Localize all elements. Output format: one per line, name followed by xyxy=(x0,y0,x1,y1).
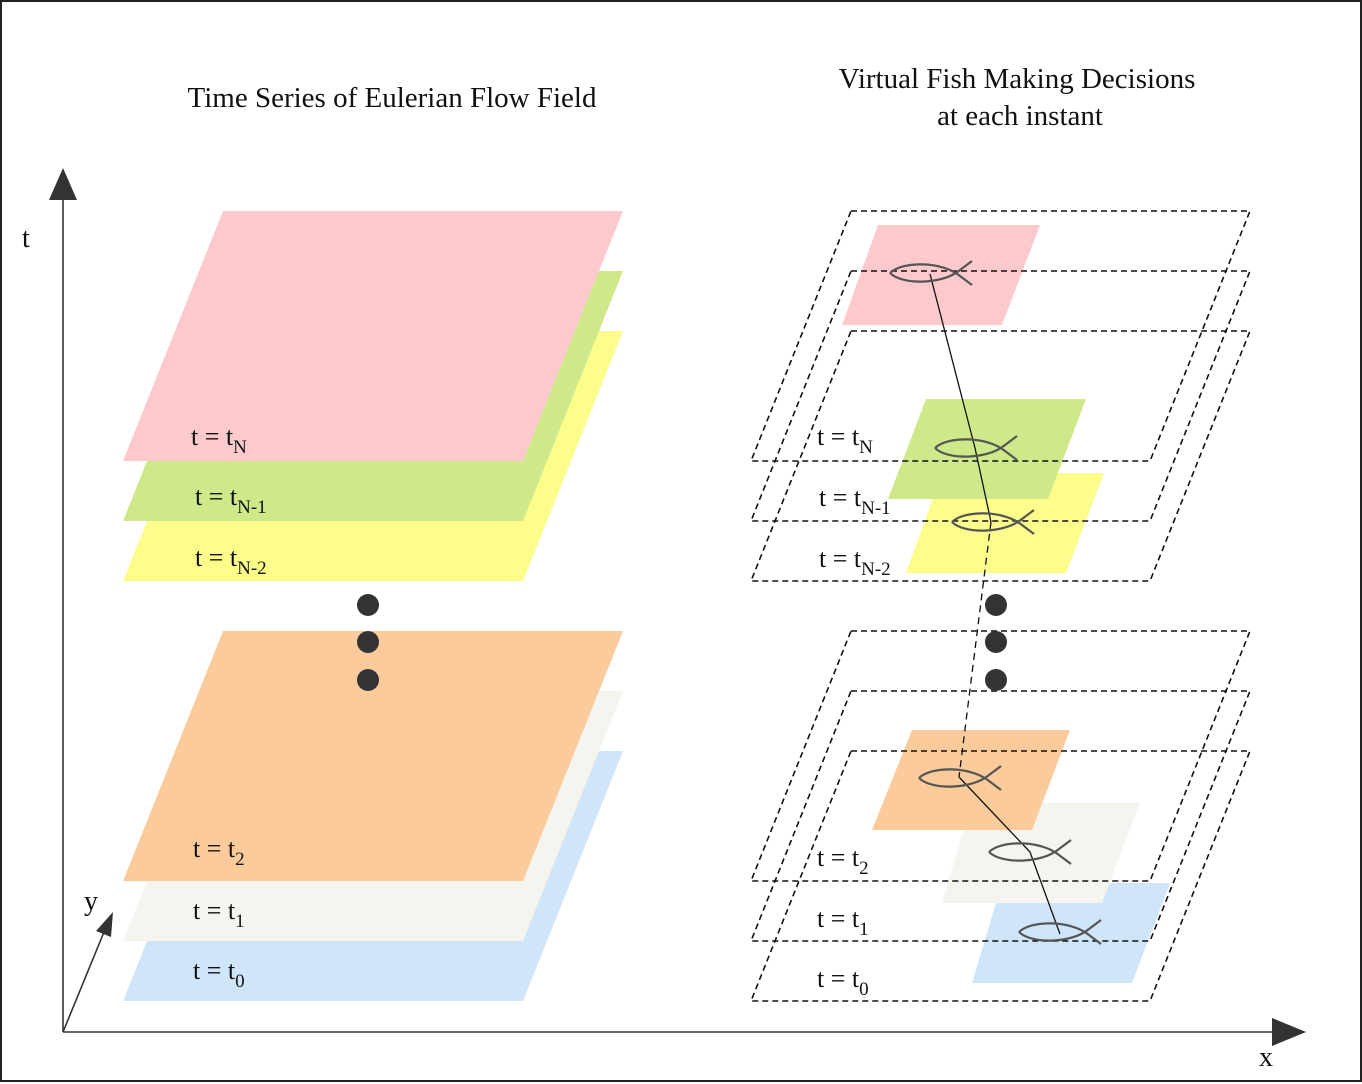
right-title-line1: Virtual Fish Making Decisions xyxy=(839,63,1196,95)
ellipsis-dot xyxy=(357,631,379,653)
dashed-layer-tN-2 xyxy=(749,330,1252,582)
right-label-tN-1-sub: N-1 xyxy=(861,498,891,519)
right-title-line2: at each instant xyxy=(937,100,1103,132)
left-label-tN-2-prefix: t = t xyxy=(195,543,238,572)
dashed-layer-tN xyxy=(749,210,1252,462)
right-label-t2-prefix: t = t xyxy=(817,843,860,872)
right-dashed-layers xyxy=(749,210,1252,1002)
right-label-tN-1-prefix: t = t xyxy=(819,483,862,512)
left-label-t0-sub: 0 xyxy=(235,971,245,992)
right-label-tN-2-prefix: t = t xyxy=(819,544,862,573)
right-label-t0-sub: 0 xyxy=(859,979,869,1000)
left-label-tN-1: t = tN-1 xyxy=(195,482,267,518)
left-label-tN-1-sub: N-1 xyxy=(237,497,267,518)
left-label-tN-sub: N xyxy=(233,437,247,458)
y-axis-label: y xyxy=(84,886,98,917)
ellipsis-dot xyxy=(985,631,1007,653)
ellipsis-dot xyxy=(985,669,1007,691)
left-label-t0: t = t0 xyxy=(193,956,245,992)
dashed-layer-t2 xyxy=(749,630,1252,882)
layer-t2 xyxy=(123,631,623,881)
right-label-tN-sub: N xyxy=(859,437,873,458)
left-label-t2: t = t2 xyxy=(193,834,245,870)
left-label-t2-sub: 2 xyxy=(235,849,245,870)
trajectory-segment-gap xyxy=(958,521,992,778)
right-label-tN-prefix: t = t xyxy=(817,422,860,451)
x-axis-arrowhead xyxy=(1272,1018,1306,1046)
left-label-t1-sub: 1 xyxy=(235,911,245,932)
left-label-t1: t = t1 xyxy=(193,896,245,932)
patch-tN-1 xyxy=(888,399,1086,499)
patch-t0 xyxy=(972,883,1170,983)
t-axis-arrowhead xyxy=(49,168,77,200)
layer-tN xyxy=(123,211,623,461)
trajectory-segment-t1-to-t0 xyxy=(1029,851,1061,935)
left-label-tN-prefix: t = t xyxy=(191,422,234,451)
dashed-layer-t0 xyxy=(749,750,1252,1002)
left-label-t0-prefix: t = t xyxy=(193,956,236,985)
right-label-t0: t = t0 xyxy=(817,964,869,1000)
ellipsis-dot xyxy=(985,594,1007,616)
right-label-t1-prefix: t = t xyxy=(817,904,860,933)
right-label-tN-1: t = tN-1 xyxy=(819,483,891,519)
right-label-tN: t = tN xyxy=(817,422,873,458)
dashed-layer-t1 xyxy=(749,690,1252,942)
right-patches xyxy=(842,225,1170,983)
left-label-t1-prefix: t = t xyxy=(193,896,236,925)
right-label-t2: t = t2 xyxy=(817,843,869,879)
left-label-tN-1-prefix: t = t xyxy=(195,482,238,511)
t-axis-label: t xyxy=(22,223,30,254)
x-axis-label: x xyxy=(1259,1042,1273,1073)
left-ellipsis-dots xyxy=(357,594,379,691)
left-label-t2-prefix: t = t xyxy=(193,834,236,863)
right-label-t1-sub: 1 xyxy=(859,919,869,940)
trajectory-segment-tN-to-tN-1 xyxy=(929,273,976,449)
right-label-tN-2: t = tN-2 xyxy=(819,544,891,580)
dashed-layer-tN-1 xyxy=(749,270,1252,522)
left-label-tN-2-sub: N-2 xyxy=(237,558,267,579)
left-title: Time Series of Eulerian Flow Field xyxy=(188,82,597,114)
right-label-t1: t = t1 xyxy=(817,904,869,940)
patch-tN xyxy=(842,225,1040,325)
trajectory-segment-tN-1-to-tN-2 xyxy=(974,447,992,523)
ellipsis-dot xyxy=(357,669,379,691)
patch-t2 xyxy=(872,730,1070,830)
left-layer-stack: t = tN t = tN-1 t = tN-2 t = t2 t = t1 t… xyxy=(123,211,623,1001)
right-label-tN-2-sub: N-2 xyxy=(861,559,891,580)
y-axis-line xyxy=(62,931,105,1033)
y-axis-arrowhead xyxy=(96,912,113,937)
ellipsis-dot xyxy=(357,594,379,616)
right-label-t0-prefix: t = t xyxy=(817,964,860,993)
left-label-tN-2: t = tN-2 xyxy=(195,543,267,579)
left-label-tN: t = tN xyxy=(191,422,247,458)
right-ellipsis-dots xyxy=(985,594,1007,691)
fish-trajectory xyxy=(929,273,1061,935)
trajectory-segment-t2-to-t1 xyxy=(958,776,1031,853)
right-label-t2-sub: 2 xyxy=(859,858,869,879)
axes: t y x xyxy=(22,168,1306,1073)
right-layer-labels: t = tN t = tN-1 t = tN-2 t = t2 t = t1 t… xyxy=(817,422,891,1000)
